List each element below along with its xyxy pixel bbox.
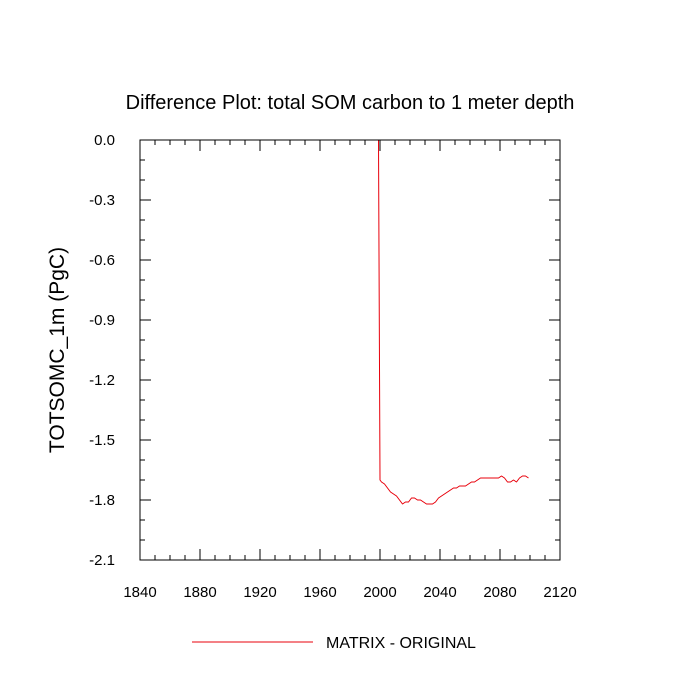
y-tick-label: -1.8	[89, 492, 115, 509]
y-tick-label: -0.6	[89, 252, 115, 269]
y-tick-label: -1.2	[89, 372, 115, 389]
y-tick-label: -0.9	[89, 312, 115, 329]
y-tick-label: -2.1	[89, 552, 115, 569]
x-tick-label: 2120	[543, 584, 576, 601]
x-tick-label: 2080	[483, 584, 516, 601]
y-tick-label: -0.3	[89, 192, 115, 209]
y-axis-label: TOTSOMC_1m (PgC)	[46, 247, 69, 453]
chart-title: Difference Plot: total SOM carbon to 1 m…	[126, 92, 575, 114]
x-tick-label: 1920	[243, 584, 276, 601]
legend: MATRIX - ORIGINAL	[192, 635, 476, 652]
x-tick-label: 1880	[183, 584, 216, 601]
y-tick-label: -1.5	[89, 432, 115, 449]
y-tick-label: 0.0	[94, 132, 115, 149]
y-axis-ticks: 0.0 -0.3 -0.6 -0.9 -1.2 -1.5 -1.8 -2.1	[89, 132, 560, 569]
legend-label-matrix-original: MATRIX - ORIGINAL	[326, 635, 476, 652]
x-tick-label: 2000	[363, 584, 396, 601]
x-tick-label: 1960	[303, 584, 336, 601]
series-line-matrix-original	[155, 139, 529, 505]
plot-frame	[139, 139, 561, 561]
x-tick-label: 2040	[423, 584, 456, 601]
x-axis-ticks: 1840 1880 1920 1960 2000 2040 2080 2120	[123, 140, 577, 601]
series-layer	[155, 139, 529, 505]
x-tick-label: 1840	[123, 584, 156, 601]
